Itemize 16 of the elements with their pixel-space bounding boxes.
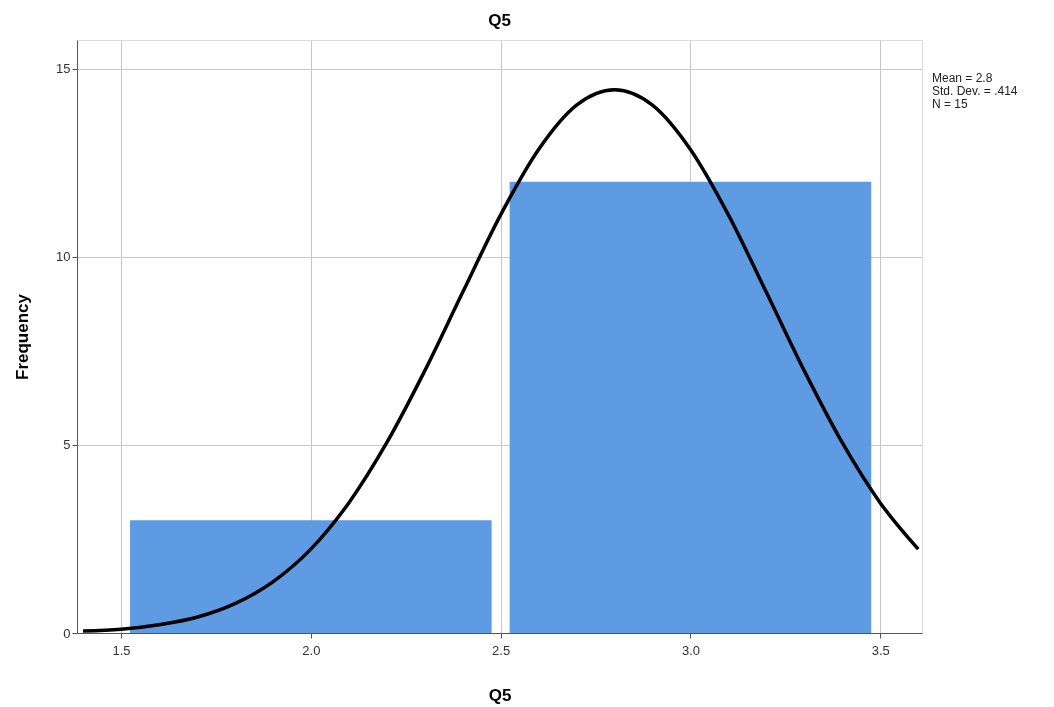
line-series xyxy=(81,87,920,633)
x-tick-label: 3.5 xyxy=(871,642,890,658)
x-axis-title: Q5 xyxy=(488,685,512,705)
y-tick-label: 0 xyxy=(63,625,71,641)
x-tick-label: 1.5 xyxy=(112,642,131,658)
y-tick-label: 5 xyxy=(63,437,71,453)
y-tick-label: 15 xyxy=(56,61,71,77)
text: Mean = 2.8 xyxy=(932,71,993,85)
chart-title: Q5 xyxy=(488,11,511,30)
x-tick-label: 2.0 xyxy=(302,642,321,658)
x-tick-label: 2.5 xyxy=(492,642,511,658)
x-tick-label: 3.0 xyxy=(681,642,700,658)
text: N = 15 xyxy=(932,97,969,111)
y-axis-title: Frequency xyxy=(13,293,33,380)
y-tick-label: 10 xyxy=(56,249,71,265)
text: Std. Dev. = .414 xyxy=(932,84,1018,98)
